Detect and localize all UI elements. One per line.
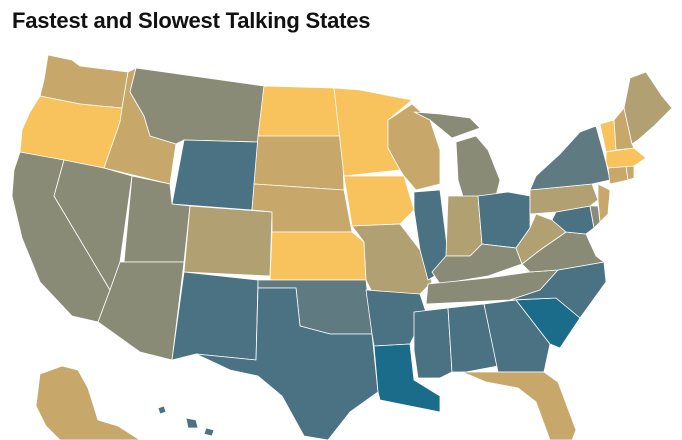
state-la[interactable] xyxy=(373,343,441,413)
state-ga[interactable] xyxy=(483,299,551,373)
state-nd[interactable] xyxy=(257,85,343,137)
map-title: Fastest and Slowest Talking States xyxy=(12,8,371,33)
state-mi-upper[interactable] xyxy=(413,111,481,139)
state-hi-islands[interactable] xyxy=(185,417,199,429)
state-fl[interactable] xyxy=(461,371,577,440)
state-ia[interactable] xyxy=(343,175,415,227)
state-az[interactable] xyxy=(97,261,185,361)
state-al[interactable] xyxy=(447,303,499,373)
state-sd[interactable] xyxy=(253,135,345,191)
state-mi[interactable] xyxy=(455,135,501,201)
state-hi[interactable] xyxy=(157,405,167,415)
state-nc[interactable] xyxy=(509,261,607,319)
state-in[interactable] xyxy=(445,195,483,257)
state-wy[interactable] xyxy=(171,139,259,211)
state-ct[interactable] xyxy=(607,165,629,185)
state-ms[interactable] xyxy=(413,307,453,379)
state-ak[interactable] xyxy=(35,365,141,440)
state-nm[interactable] xyxy=(171,271,259,361)
state-tx[interactable] xyxy=(195,287,379,440)
state-hi-big-island[interactable] xyxy=(203,427,215,437)
state-ks[interactable] xyxy=(269,231,367,281)
state-wi[interactable] xyxy=(387,103,441,191)
state-co[interactable] xyxy=(183,205,273,277)
state-nj[interactable] xyxy=(597,183,611,223)
state-ny[interactable] xyxy=(529,125,611,191)
state-vt[interactable] xyxy=(599,119,617,153)
state-mt[interactable] xyxy=(129,67,265,145)
state-il[interactable] xyxy=(413,189,449,281)
state-nh[interactable] xyxy=(613,107,635,151)
state-me[interactable] xyxy=(623,71,673,145)
